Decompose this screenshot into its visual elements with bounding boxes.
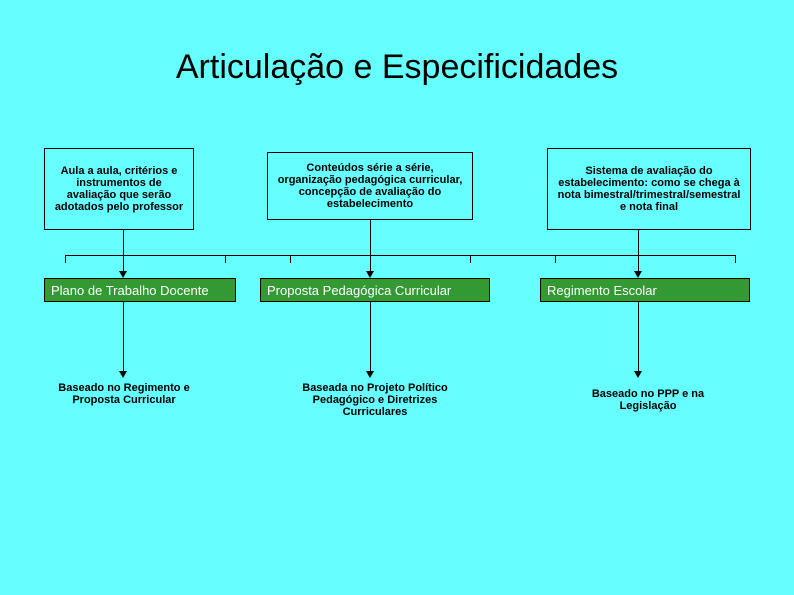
page-title: Articulação e Especificidades [0, 48, 794, 87]
top-box-3: Sistema de avaliação do estabelecimento:… [547, 148, 751, 230]
green-box-1-text: Plano de Trabalho Docente [51, 283, 209, 298]
tick-6 [735, 255, 736, 263]
arrow-1-bot-head [119, 371, 127, 378]
green-box-2: Proposta Pedagógica Curricular [260, 278, 490, 302]
arrow-1-top-head [119, 271, 127, 278]
tick-2 [225, 255, 226, 263]
arrow-2-bot-line [370, 302, 371, 371]
arrow-2-top-head [366, 271, 374, 278]
arrow-1-bot-line [123, 302, 124, 371]
top-box-3-text: Sistema de avaliação do estabelecimento:… [554, 165, 744, 213]
green-box-2-text: Proposta Pedagógica Curricular [267, 283, 451, 298]
bottom-text-2: Baseada no Projeto Político Pedagógico e… [280, 382, 470, 418]
tick-1 [65, 255, 66, 263]
bottom-text-1: Baseado no Regimento e Proposta Curricul… [54, 382, 194, 406]
arrow-2-top-line [370, 220, 371, 271]
top-box-2-text: Conteúdos série a série, organização ped… [274, 162, 466, 210]
green-box-3-text: Regimento Escolar [547, 283, 657, 298]
arrow-1-top-line [123, 230, 124, 271]
bottom-text-2-text: Baseada no Projeto Político Pedagógico e… [302, 382, 447, 418]
arrow-3-top-line [638, 230, 639, 271]
bottom-text-1-text: Baseado no Regimento e Proposta Curricul… [58, 382, 189, 406]
tick-3 [290, 255, 291, 263]
bottom-text-3-text: Baseado no PPP e na Legislação [592, 388, 704, 412]
green-box-3: Regimento Escolar [540, 278, 750, 302]
arrow-3-top-head [634, 271, 642, 278]
top-box-2: Conteúdos série a série, organização ped… [267, 152, 473, 220]
top-box-1: Aula a aula, critérios e instrumentos de… [44, 148, 194, 230]
bottom-text-3: Baseado no PPP e na Legislação [568, 388, 728, 412]
arrow-2-bot-head [366, 371, 374, 378]
arrow-3-bot-line [638, 302, 639, 371]
tick-5 [555, 255, 556, 263]
tick-4 [470, 255, 471, 263]
h-connector [65, 255, 735, 256]
top-box-1-text: Aula a aula, critérios e instrumentos de… [51, 165, 187, 213]
green-box-1: Plano de Trabalho Docente [44, 278, 236, 302]
arrow-3-bot-head [634, 371, 642, 378]
